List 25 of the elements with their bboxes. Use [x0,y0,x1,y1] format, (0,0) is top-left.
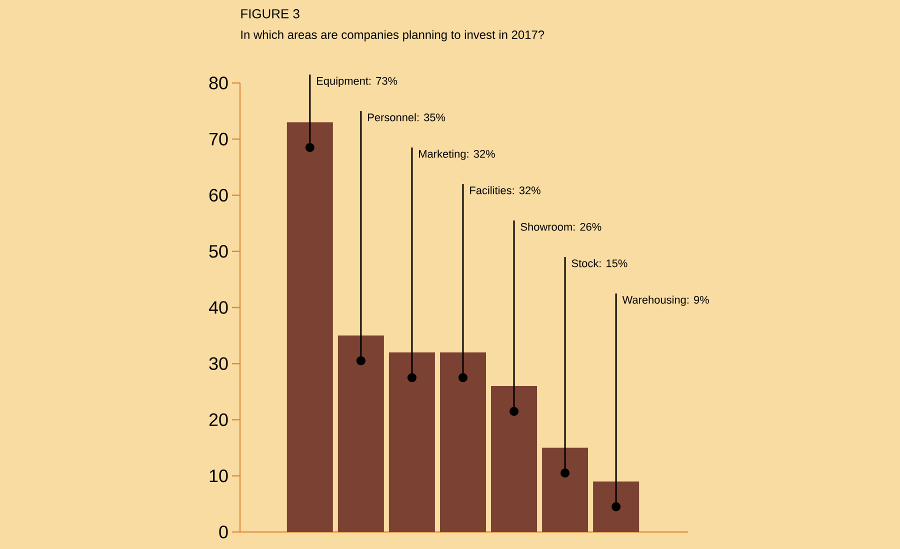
y-tick-label: 50 [209,245,228,258]
bar [440,352,486,532]
y-tick-label: 0 [219,526,228,538]
data-label: Personnel: 35% [368,113,446,122]
bar [491,386,538,532]
bar [593,481,640,532]
y-tick-label: 10 [210,470,228,482]
y-tick-label: 70 [209,132,228,146]
data-label: Warehousing: 9% [622,296,709,306]
data-label: Showroom: 26% [520,222,602,231]
chart-subtitle: In which areas are companies planning to invest in 2017? [241,30,544,42]
bar [388,352,435,532]
bar [338,336,384,532]
data-label: Marketing: 32% [419,150,495,160]
chart-title: FIGURE 3 [241,9,300,18]
y-tick-label: 60 [209,188,228,202]
data-label: Stock: 15% [572,259,628,268]
bar [286,122,333,532]
data-label: Equipment: 73% [317,76,398,87]
y-tick-label: 20 [209,413,228,426]
y-tick-label: 30 [209,357,228,370]
bar [542,448,588,532]
y-tick-label: 40 [208,301,228,314]
data-label: Facilities: 32% [470,186,540,194]
y-tick-label: 80 [209,76,228,90]
